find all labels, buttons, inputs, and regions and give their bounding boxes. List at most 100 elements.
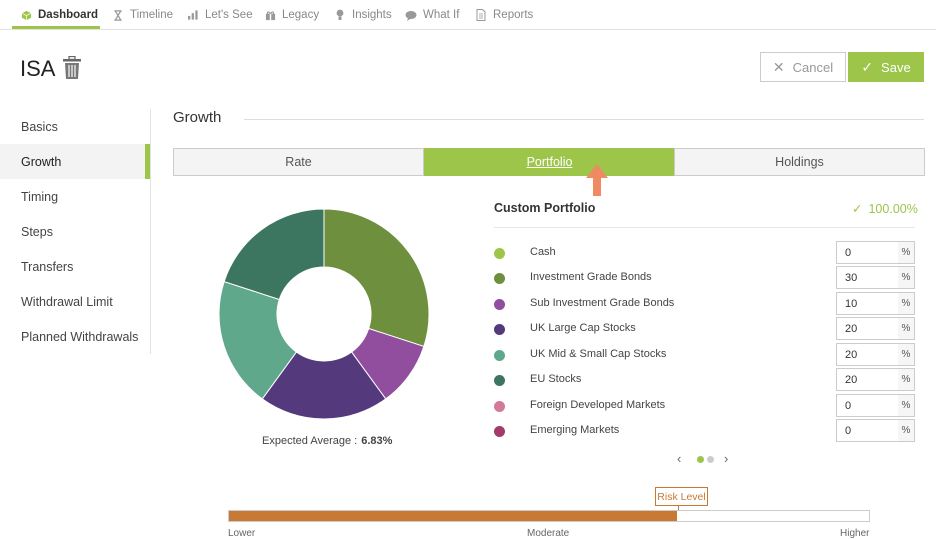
legend-swatch <box>494 273 505 284</box>
nav-timeline[interactable]: Timeline <box>112 0 173 30</box>
save-button[interactable]: ✓ Save <box>848 52 924 82</box>
document-icon <box>475 9 487 21</box>
risk-scale-moderate: Moderate <box>527 528 570 539</box>
nav-dashboard[interactable]: Dashboard <box>20 0 98 30</box>
asset-label: UK Mid & Small Cap Stocks <box>530 348 667 360</box>
nav-active-indicator <box>12 26 100 29</box>
sidebar-active-marker <box>145 144 150 179</box>
cube-icon <box>20 9 32 21</box>
asset-allocation-input[interactable] <box>836 241 899 264</box>
trash-icon[interactable] <box>62 55 82 80</box>
sidebar-item-steps[interactable]: Steps <box>21 224 53 239</box>
sidebar-item-basics[interactable]: Basics <box>21 119 58 134</box>
nav-legacy[interactable]: Legacy <box>264 0 319 30</box>
percent-addon: % <box>898 368 915 391</box>
sidebar-item-growth[interactable]: Growth <box>0 144 150 179</box>
save-label: Save <box>881 59 911 75</box>
donut-slice-eu-stocks[interactable] <box>223 208 325 301</box>
risk-level-bar <box>228 510 870 522</box>
donut-slice-uk-mid-small-cap-stocks[interactable] <box>218 280 298 400</box>
chat-icon <box>405 9 417 21</box>
asset-label: Foreign Developed Markets <box>530 399 666 411</box>
asset-allocation-input[interactable] <box>836 419 899 442</box>
percent-addon: % <box>898 419 915 442</box>
cancel-button[interactable]: ✕ Cancel <box>760 52 846 82</box>
asset-allocation-input[interactable] <box>836 266 899 289</box>
hourglass-icon <box>112 9 124 21</box>
asset-row: Emerging Markets % <box>494 419 916 444</box>
tab-holdings[interactable]: Holdings <box>674 148 925 176</box>
donut-slice-uk-large-cap-stocks[interactable] <box>261 351 387 420</box>
allocation-donut-chart <box>218 208 430 420</box>
nav-insights-label: Insights <box>352 9 392 21</box>
asset-allocation-input[interactable] <box>836 343 899 366</box>
percent-addon: % <box>898 241 915 264</box>
asset-row: UK Mid & Small Cap Stocks % <box>494 343 916 368</box>
close-icon: ✕ <box>772 58 785 75</box>
asset-allocation-input[interactable] <box>836 317 899 340</box>
nav-what-if[interactable]: What If <box>405 0 459 30</box>
top-nav: Dashboard Timeline Let's See Legacy Insi… <box>0 0 936 30</box>
section-title: Growth <box>173 109 222 126</box>
nav-reports[interactable]: Reports <box>475 0 533 30</box>
sidebar-item-timing[interactable]: Timing <box>21 189 59 204</box>
asset-label: Emerging Markets <box>530 424 620 436</box>
portfolio-total-value: 100.00% <box>868 202 918 216</box>
arrow-up-icon <box>586 164 608 196</box>
legend-swatch <box>494 299 505 310</box>
risk-scale-low: Lower <box>228 528 256 539</box>
percent-addon: % <box>898 292 915 315</box>
asset-allocation-input[interactable] <box>836 292 899 315</box>
asset-row: Sub Investment Grade Bonds % <box>494 292 916 317</box>
asset-allocation-input[interactable] <box>836 394 899 417</box>
nav-what-if-label: What If <box>423 9 460 21</box>
asset-label: EU Stocks <box>530 373 582 385</box>
sidebar-item-transfers[interactable]: Transfers <box>21 259 74 274</box>
sidebar-item-withdrawal-limit[interactable]: Withdrawal Limit <box>21 294 113 309</box>
asset-label: Sub Investment Grade Bonds <box>530 297 675 309</box>
chevron-right-icon[interactable]: › <box>724 451 729 466</box>
asset-row: EU Stocks % <box>494 368 916 393</box>
page-title: ISA <box>20 56 56 81</box>
gift-icon <box>264 9 276 21</box>
asset-row: Cash % <box>494 241 916 266</box>
asset-allocation-input[interactable] <box>836 368 899 391</box>
sidebar-item-planned-withdrawals[interactable]: Planned Withdrawals <box>21 329 139 344</box>
risk-level-tick <box>678 506 679 510</box>
nav-timeline-label: Timeline <box>130 9 174 21</box>
percent-addon: % <box>898 317 915 340</box>
nav-insights[interactable]: Insights <box>334 0 392 30</box>
portfolio-divider <box>494 227 915 228</box>
percent-addon: % <box>898 266 915 289</box>
expected-average-value: 6.83% <box>361 435 393 447</box>
tab-rate[interactable]: Rate <box>173 148 424 176</box>
asset-row: Investment Grade Bonds % <box>494 266 916 291</box>
pager-dot[interactable] <box>707 456 714 463</box>
asset-label: Investment Grade Bonds <box>530 271 652 283</box>
legend-swatch <box>494 426 505 437</box>
legend-swatch <box>494 401 505 412</box>
check-icon: ✓ <box>852 202 863 216</box>
tab-portfolio[interactable]: Portfolio <box>424 148 675 176</box>
legend-swatch <box>494 324 505 335</box>
portfolio-total: ✓ 100.00% <box>852 201 918 216</box>
asset-row: UK Large Cap Stocks % <box>494 317 916 342</box>
nav-lets-see-label: Let's See <box>205 9 253 21</box>
expected-average-label: Expected Average : <box>262 435 358 447</box>
pager: ‹ › <box>677 451 737 467</box>
donut-slice-investment-grade-bonds[interactable] <box>323 208 430 348</box>
chevron-left-icon[interactable]: ‹ <box>677 451 682 466</box>
lightbulb-icon <box>334 9 346 21</box>
nav-lets-see[interactable]: Let's See <box>187 0 253 30</box>
asset-label: UK Large Cap Stocks <box>530 322 636 334</box>
risk-scale-high: Higher <box>840 528 870 539</box>
custom-portfolio-title: Custom Portfolio <box>494 201 596 215</box>
percent-addon: % <box>898 343 915 366</box>
sidebar <box>0 109 151 354</box>
pager-dot-active[interactable] <box>697 456 704 463</box>
legend-swatch <box>494 350 505 361</box>
nav-reports-label: Reports <box>493 9 534 21</box>
percent-addon: % <box>898 394 915 417</box>
legend-swatch <box>494 375 505 386</box>
risk-level-label: Risk Level <box>655 487 708 506</box>
